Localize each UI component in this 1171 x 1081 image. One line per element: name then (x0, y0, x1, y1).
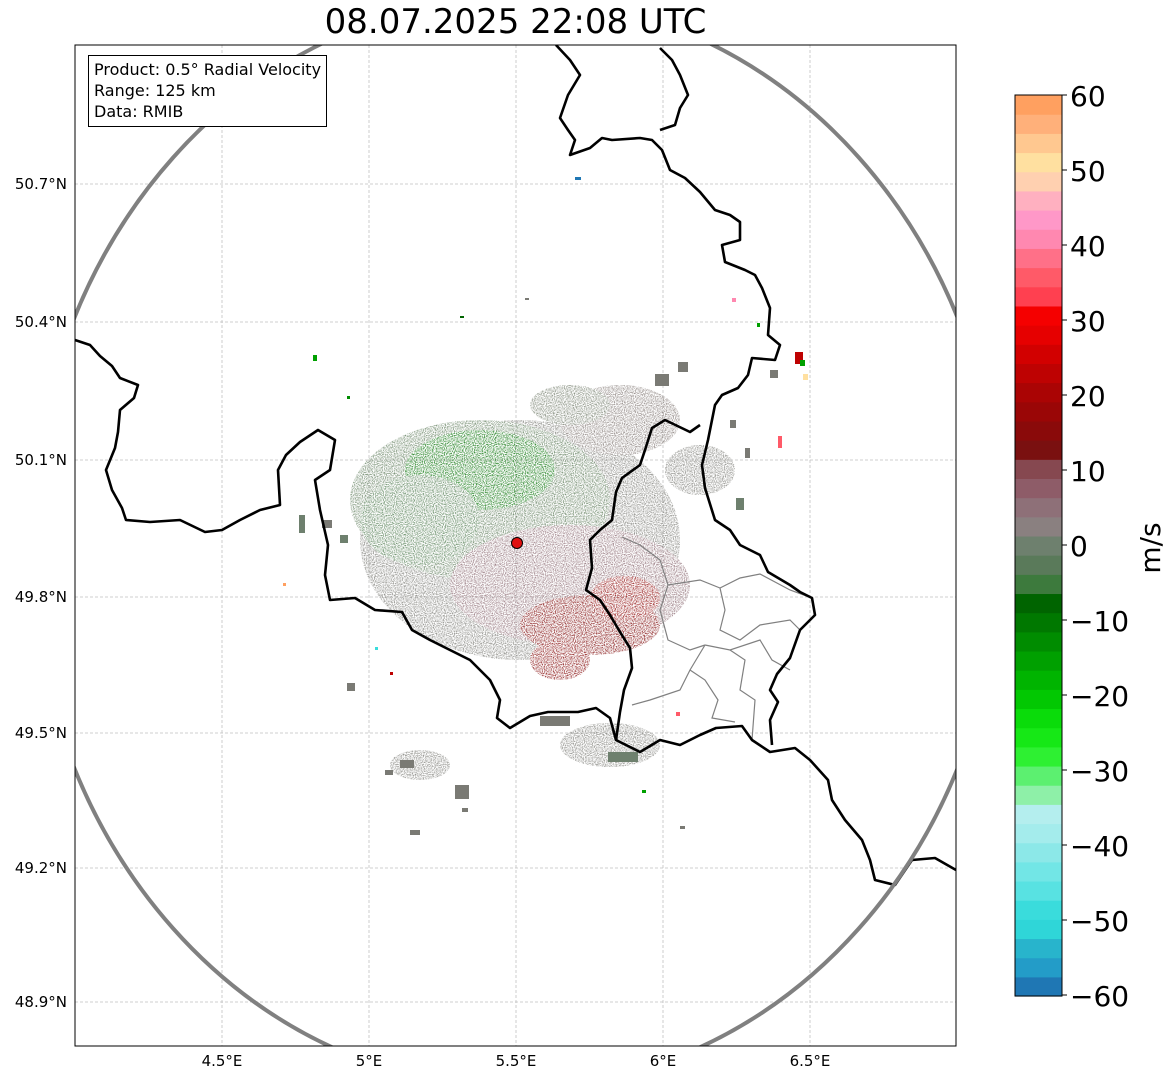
colorbar-band (1015, 631, 1062, 652)
lon-tick-label: 4.5°E (202, 1052, 243, 1070)
lat-tick-label: 50.7°N (15, 175, 67, 193)
colorbar-band (1015, 401, 1062, 422)
colorbar-band (1015, 785, 1062, 805)
colorbar-band (1015, 574, 1062, 595)
colorbar-ticks (1062, 94, 1067, 996)
colorbar-tick-label: −50 (1070, 905, 1129, 938)
colorbar-band (1015, 727, 1062, 748)
product-info-box: Product: 0.5° Radial Velocity Range: 125… (88, 55, 328, 127)
colorbar-band (1015, 114, 1062, 134)
map-frame (74, 44, 957, 1047)
colorbar-band (1015, 210, 1062, 230)
colorbar-band (1015, 919, 1062, 940)
colorbar-band (1015, 440, 1062, 460)
map-panel (75, 45, 956, 1046)
colorbar-tick-label: −60 (1070, 980, 1129, 1013)
colorbar-band (1015, 171, 1062, 192)
colorbar-tick-label: 50 (1070, 155, 1106, 188)
colorbar-band (1015, 497, 1062, 518)
lon-tick-label: 6.5°E (790, 1052, 831, 1070)
colorbar-tick-label: 40 (1070, 230, 1106, 263)
colorbar-tick-label: −10 (1070, 605, 1129, 638)
colorbar-band (1015, 957, 1062, 978)
data-source-line: Data: RMIB (94, 102, 184, 121)
colorbar-band (1015, 305, 1062, 326)
colorbar-band (1015, 516, 1062, 537)
colorbar-band (1015, 900, 1062, 920)
colorbar-tick-label: −20 (1070, 680, 1129, 713)
colorbar-band (1015, 190, 1062, 211)
colorbar-band (1015, 689, 1062, 710)
lon-tick-label: 5°E (356, 1052, 383, 1070)
lat-tick-label: 50.1°N (15, 451, 67, 469)
colorbar-tick-label: 60 (1070, 80, 1106, 113)
product-line: Product: 0.5° Radial Velocity (94, 60, 322, 79)
colorbar-band (1015, 344, 1062, 364)
colorbar-band (1015, 248, 1062, 269)
lon-tick-labels: 4.5°E 5°E 5.5°E 6°E 6.5°E (202, 1052, 831, 1070)
colorbar-band (1015, 229, 1062, 249)
colorbar-band (1015, 535, 1062, 556)
colorbar-band (1015, 363, 1062, 384)
colorbar-band (1015, 593, 1062, 614)
colorbar-band (1015, 286, 1062, 307)
colorbar-band (1015, 133, 1062, 154)
colorbar-band (1015, 152, 1062, 173)
colorbar-band (1015, 804, 1062, 825)
colorbar-band (1015, 555, 1062, 575)
colorbar-tick-label: −40 (1070, 830, 1129, 863)
colorbar-band (1015, 420, 1062, 441)
colorbar-band (1015, 823, 1062, 844)
colorbar-label: m/s (1134, 522, 1167, 573)
colorbar-tick-labels: 60 50 40 30 20 10 0 −10 −20 −30 −40 −50 … (1070, 80, 1129, 1013)
lat-tick-label: 49.2°N (15, 859, 67, 877)
country-borders (75, 45, 956, 887)
colorbar-band (1015, 938, 1062, 959)
colorbar-band (1015, 861, 1062, 882)
colorbar-band (1015, 478, 1062, 499)
colorbar-band (1015, 325, 1062, 345)
colorbar: 60 50 40 30 20 10 0 −10 −20 −30 −40 −50 … (1014, 80, 1167, 1013)
range-line: Range: 125 km (94, 81, 216, 100)
colorbar-band (1015, 650, 1062, 671)
colorbar-band (1015, 842, 1062, 863)
colorbar-tick-label: 20 (1070, 380, 1106, 413)
colorbar-band (1015, 382, 1062, 403)
colorbar-band (1015, 459, 1062, 479)
colorbar-band (1015, 708, 1062, 729)
colorbar-band (1015, 976, 1062, 997)
map-title: 08.07.2025 22:08 UTC (324, 2, 707, 42)
colorbar-band (1015, 267, 1062, 288)
colorbar-tick-label: 10 (1070, 455, 1106, 488)
lon-tick-label: 5.5°E (496, 1052, 537, 1070)
colorbar-tick-label: 0 (1070, 530, 1088, 563)
lat-tick-label: 49.5°N (15, 724, 67, 742)
province-borders (621, 536, 813, 741)
colorbar-gradient (1015, 95, 1062, 997)
colorbar-tick-label: −30 (1070, 755, 1129, 788)
lat-tick-label: 48.9°N (15, 993, 67, 1011)
echo-speckles (283, 177, 808, 835)
colorbar-band (1015, 880, 1062, 901)
colorbar-tick-label: 30 (1070, 305, 1106, 338)
colorbar-band (1015, 746, 1062, 767)
colorbar-band (1015, 612, 1062, 633)
colorbar-band (1015, 765, 1062, 786)
lon-tick-label: 6°E (650, 1052, 677, 1070)
lat-tick-label: 49.8°N (15, 588, 67, 606)
colorbar-band (1015, 670, 1062, 690)
lat-tick-label: 50.4°N (15, 313, 67, 331)
lat-tick-labels: 50.7°N 50.4°N 50.1°N 49.8°N 49.5°N 49.2°… (15, 175, 67, 1011)
radar-site-marker (511, 537, 523, 549)
colorbar-band (1015, 95, 1062, 115)
